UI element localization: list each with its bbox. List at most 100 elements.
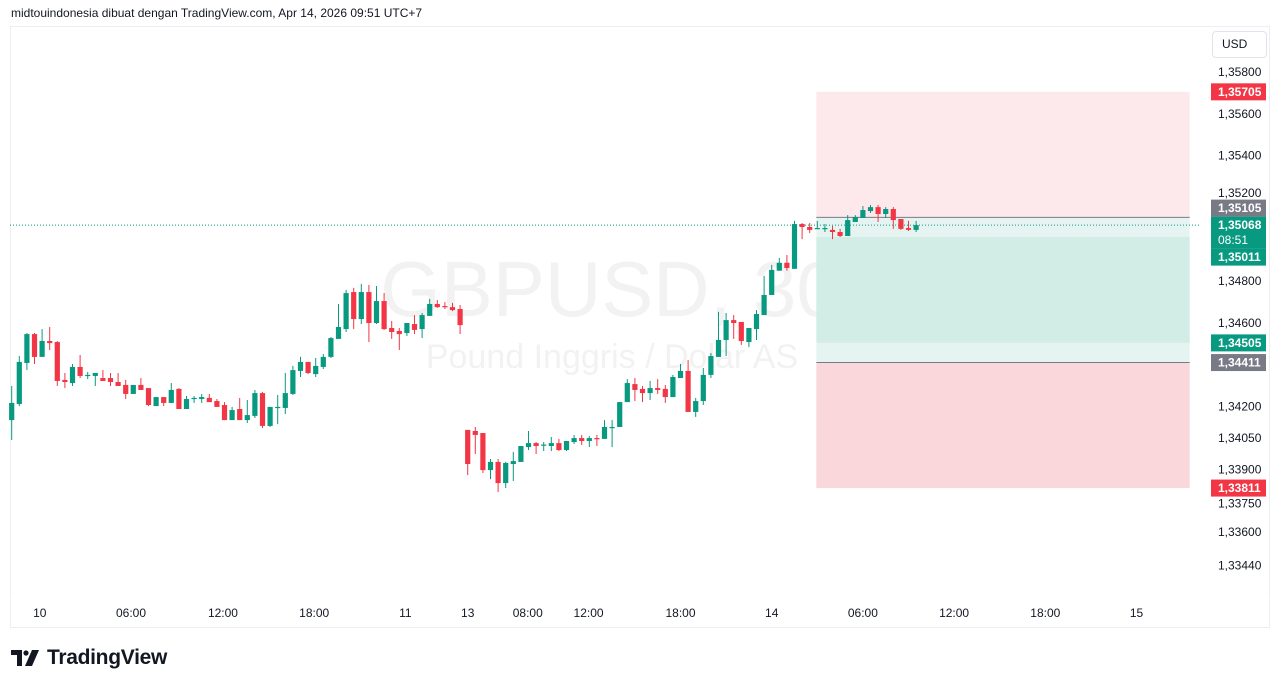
- candle-down: [807, 226, 813, 230]
- price-badge-label: 1,34411: [1218, 356, 1261, 370]
- candle-down: [655, 388, 661, 390]
- time-tick-label: 10: [33, 606, 47, 620]
- watermark-symbol: GBPUSD, 30: [380, 245, 840, 333]
- candle-up: [525, 443, 532, 448]
- candle-down: [495, 461, 501, 484]
- price-badge-label: 1,35705: [1218, 85, 1262, 99]
- candle-down: [115, 382, 121, 386]
- position-zone[interactable]: [816, 342, 1190, 363]
- tradingview-logo[interactable]: TradingView: [11, 646, 167, 670]
- candle-down: [100, 378, 106, 381]
- candle-up: [252, 393, 258, 416]
- candle-down: [138, 384, 144, 390]
- candle-down: [145, 388, 152, 406]
- position-zone[interactable]: [816, 217, 1190, 238]
- time-tick-label: 13: [461, 606, 475, 620]
- candle-down: [221, 405, 228, 421]
- candle-down: [237, 408, 243, 421]
- candle-down: [465, 429, 471, 465]
- chart-attribution: midtouindonesia dibuat dengan TradingVie…: [11, 6, 423, 20]
- time-tick-label: 14: [765, 606, 779, 620]
- candle-down: [77, 366, 83, 376]
- price-tick-label: 1,35400: [1218, 149, 1262, 163]
- time-tick-label: 12:00: [939, 606, 969, 620]
- candle-down: [662, 388, 668, 398]
- price-badge: [1211, 83, 1266, 101]
- candle-up: [343, 293, 349, 330]
- candle-up: [267, 406, 273, 426]
- candle-up: [548, 443, 554, 447]
- price-badge: [1211, 354, 1266, 372]
- candle-down: [898, 219, 904, 229]
- candle-down: [905, 228, 912, 230]
- time-tick-label: 18:00: [299, 606, 329, 620]
- price-badge-label: 1,34505: [1218, 336, 1262, 350]
- candle-down: [305, 361, 311, 374]
- price-tick-label: 1,34050: [1218, 431, 1262, 445]
- candle-up: [670, 376, 676, 398]
- candle-up: [9, 402, 15, 421]
- candle-down: [123, 384, 129, 394]
- time-tick-label: 18:00: [1030, 606, 1060, 620]
- candle-down: [556, 443, 562, 450]
- candle-up: [69, 366, 76, 384]
- candle-up: [183, 398, 190, 409]
- candle-up: [518, 446, 524, 462]
- last-price-badge: [1211, 216, 1266, 249]
- candle-up: [487, 461, 494, 471]
- position-zone[interactable]: [816, 237, 1190, 343]
- candle-up: [761, 294, 767, 316]
- candle-up: [700, 374, 706, 402]
- candle-down: [829, 229, 836, 233]
- price-tick-label: 1,33440: [1218, 559, 1262, 573]
- price-badge-label: 1,35011: [1218, 250, 1261, 264]
- chart-frame: [10, 26, 1270, 628]
- candle-down: [875, 207, 881, 215]
- candle-up: [753, 314, 760, 330]
- price-axis[interactable]: [1200, 27, 1269, 627]
- candle-down: [685, 370, 691, 412]
- candle-down: [259, 393, 266, 426]
- time-tick-label: 06:00: [848, 606, 878, 620]
- time-tick-label: 11: [399, 606, 412, 620]
- price-badge: [1211, 199, 1266, 217]
- candle-down: [62, 379, 68, 383]
- candle-down: [411, 324, 418, 330]
- position-zone[interactable]: [816, 362, 1190, 489]
- candle-down: [594, 438, 600, 440]
- candle-up: [883, 208, 889, 215]
- candle-up: [541, 444, 547, 446]
- candle-up: [335, 326, 342, 339]
- candle-up: [39, 341, 45, 357]
- candle-up: [427, 303, 433, 316]
- time-tick-label: 12:00: [574, 606, 604, 620]
- candle-up: [229, 410, 235, 421]
- candle-up: [867, 207, 874, 212]
- candle-up: [313, 365, 319, 375]
- last-price-label: 1,35068: [1218, 218, 1262, 232]
- candle-up: [563, 441, 570, 450]
- candle-up: [852, 216, 858, 222]
- price-badge-label: 1,33811: [1218, 481, 1261, 495]
- tradingview-logo-text: TradingView: [47, 646, 168, 669]
- position-zone[interactable]: [816, 91, 1190, 218]
- candle-up: [290, 370, 296, 394]
- candle-up: [358, 292, 364, 320]
- candle-down: [632, 384, 638, 390]
- candle-down: [784, 262, 790, 268]
- price-tick-label: 1,34800: [1218, 274, 1262, 288]
- candle-down: [890, 208, 896, 221]
- candle-down: [533, 443, 539, 447]
- candle-down: [579, 438, 585, 442]
- candle-up: [85, 374, 91, 377]
- price-tick-label: 1,35800: [1218, 65, 1262, 79]
- candle-down: [381, 301, 387, 330]
- time-tick-label: 12:00: [208, 606, 238, 620]
- watermark-description: Pound Inggris / Dolar AS: [426, 338, 798, 376]
- candle-down: [457, 308, 463, 326]
- candle-up: [617, 402, 623, 427]
- currency-button[interactable]: USD: [1212, 31, 1267, 58]
- candle-down: [31, 334, 38, 357]
- candle-up: [601, 426, 608, 439]
